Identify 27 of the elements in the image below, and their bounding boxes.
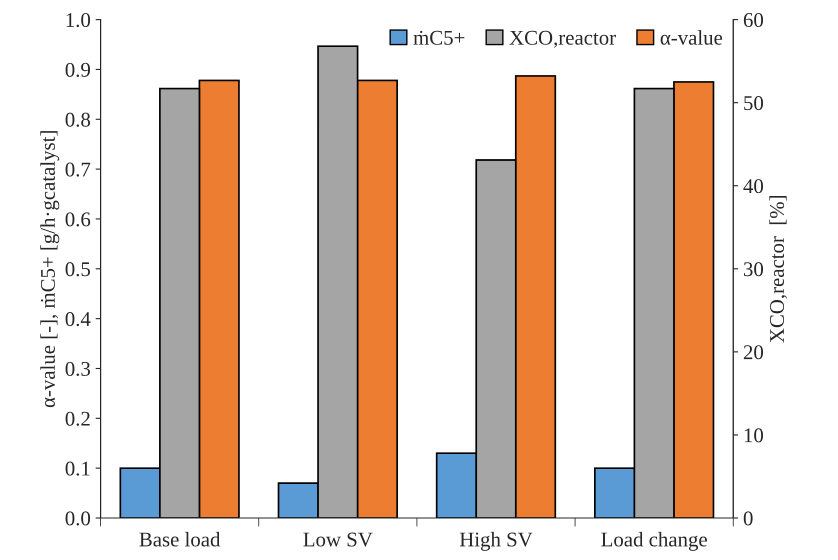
y-tick-label: 0.1 [66,462,90,476]
y-axis-title: α-value [-], ṁC5+ [g/h·gcatalyst] [40,131,60,408]
x-tick-label: High SV [460,532,533,551]
legend-label: ṁC5+ [414,30,464,45]
y-tick-label: 1.0 [66,12,90,28]
y2-tick-label: 60 [744,12,764,28]
legend-label: XCO,reactor [510,30,616,48]
y2-tick-label: 50 [744,96,764,110]
y-tick-label: 0.0 [66,511,90,526]
y-tick-label: 0.2 [66,412,90,426]
y2-tick-label: 0 [744,511,753,526]
y-tick-label: 0.9 [66,62,90,77]
y-tick-label: 0.3 [66,362,90,376]
y-tick-label: 0.4 [66,312,91,326]
y2-axis-title: XCO,reactor [%] [769,196,788,343]
x-tick-label: Low SV [303,532,373,547]
x-tick-label: Load change [601,532,707,551]
y2-tick-label: 20 [744,345,764,360]
y2-tick-label: 10 [744,428,764,442]
y-tick-label: 0.8 [66,112,90,127]
y2-tick-label: 40 [743,179,764,194]
y-tick-label: 0.5 [66,262,90,276]
legend-label: α-value [660,30,722,45]
x-tick-label: Base load [139,532,220,547]
y2-tick-label: 30 [744,262,764,276]
y-tick-label: 0.6 [66,212,90,226]
y-tick-label: 0.7 [66,162,90,177]
